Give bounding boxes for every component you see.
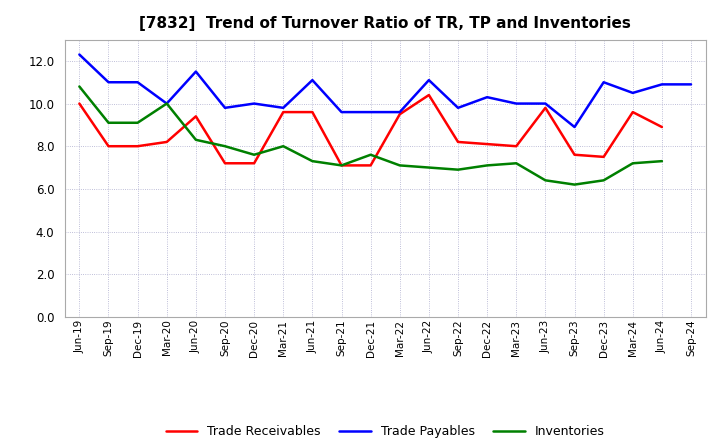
Trade Receivables <box>629 110 637 115</box>
Inventories <box>454 167 462 172</box>
Inventories <box>337 163 346 168</box>
Inventories <box>395 163 404 168</box>
Trade Receivables <box>512 143 521 149</box>
Inventories <box>308 158 317 164</box>
Inventories <box>541 178 550 183</box>
Trade Receivables <box>279 110 287 115</box>
Line: Trade Payables: Trade Payables <box>79 55 691 127</box>
Inventories <box>133 120 142 125</box>
Inventories <box>279 143 287 149</box>
Inventories <box>657 158 666 164</box>
Inventories <box>629 161 637 166</box>
Trade Receivables <box>366 163 375 168</box>
Legend: Trade Receivables, Trade Payables, Inventories: Trade Receivables, Trade Payables, Inven… <box>161 420 610 440</box>
Trade Payables <box>629 90 637 95</box>
Inventories <box>104 120 113 125</box>
Inventories <box>599 178 608 183</box>
Line: Trade Receivables: Trade Receivables <box>79 95 662 165</box>
Line: Inventories: Inventories <box>79 87 662 185</box>
Trade Receivables <box>483 141 492 147</box>
Trade Payables <box>220 105 229 110</box>
Trade Payables <box>570 125 579 130</box>
Inventories <box>250 152 258 158</box>
Trade Receivables <box>337 163 346 168</box>
Inventories <box>425 165 433 170</box>
Trade Receivables <box>75 101 84 106</box>
Inventories <box>75 84 84 89</box>
Trade Receivables <box>104 143 113 149</box>
Trade Payables <box>250 101 258 106</box>
Inventories <box>570 182 579 187</box>
Trade Receivables <box>657 125 666 130</box>
Trade Payables <box>657 82 666 87</box>
Trade Receivables <box>133 143 142 149</box>
Trade Payables <box>425 77 433 83</box>
Inventories <box>483 163 492 168</box>
Trade Receivables <box>425 92 433 98</box>
Trade Receivables <box>599 154 608 160</box>
Trade Payables <box>512 101 521 106</box>
Trade Payables <box>279 105 287 110</box>
Trade Payables <box>366 110 375 115</box>
Trade Receivables <box>250 161 258 166</box>
Trade Payables <box>163 101 171 106</box>
Trade Receivables <box>163 139 171 145</box>
Trade Receivables <box>220 161 229 166</box>
Inventories <box>512 161 521 166</box>
Inventories <box>192 137 200 143</box>
Inventories <box>163 101 171 106</box>
Trade Payables <box>104 80 113 85</box>
Trade Receivables <box>454 139 462 145</box>
Trade Receivables <box>192 114 200 119</box>
Inventories <box>220 143 229 149</box>
Trade Receivables <box>308 110 317 115</box>
Trade Payables <box>541 101 550 106</box>
Trade Receivables <box>395 112 404 117</box>
Trade Receivables <box>570 152 579 158</box>
Trade Payables <box>192 69 200 74</box>
Trade Payables <box>75 52 84 57</box>
Trade Payables <box>133 80 142 85</box>
Trade Payables <box>395 110 404 115</box>
Trade Payables <box>687 82 696 87</box>
Trade Payables <box>337 110 346 115</box>
Inventories <box>366 152 375 158</box>
Trade Payables <box>483 95 492 100</box>
Trade Payables <box>308 77 317 83</box>
Trade Payables <box>454 105 462 110</box>
Title: [7832]  Trend of Turnover Ratio of TR, TP and Inventories: [7832] Trend of Turnover Ratio of TR, TP… <box>139 16 631 32</box>
Trade Receivables <box>541 105 550 110</box>
Trade Payables <box>599 80 608 85</box>
